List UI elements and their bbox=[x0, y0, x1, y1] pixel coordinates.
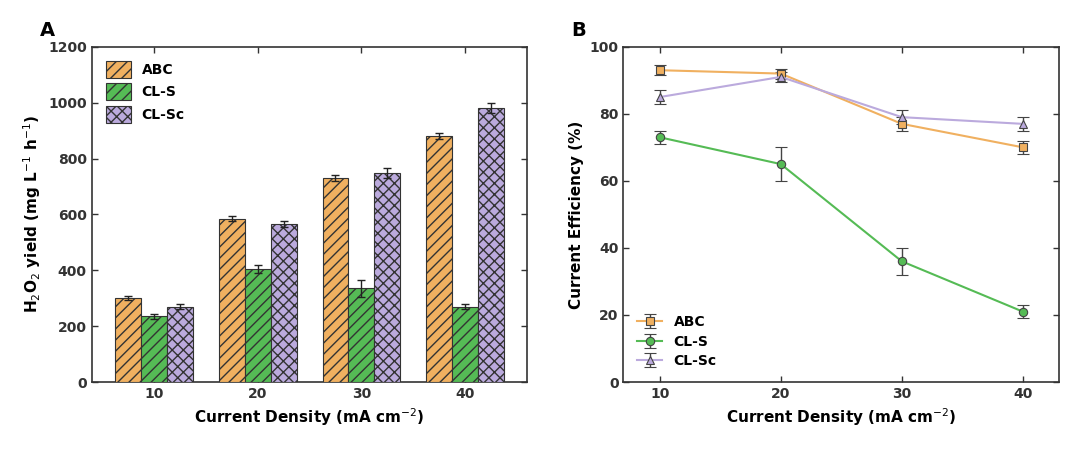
X-axis label: Current Density (mA cm$^{-2}$): Current Density (mA cm$^{-2}$) bbox=[194, 406, 424, 428]
Text: B: B bbox=[571, 21, 586, 40]
Bar bbox=[116, 298, 141, 382]
Legend: ABC, CL-S, CL-Sc: ABC, CL-S, CL-Sc bbox=[631, 308, 724, 375]
Text: A: A bbox=[39, 21, 55, 40]
Y-axis label: H$_2$O$_2$ yield (mg L$^{-1}$ h$^{-1}$): H$_2$O$_2$ yield (mg L$^{-1}$ h$^{-1}$) bbox=[21, 115, 42, 313]
Bar bbox=[375, 173, 401, 382]
Bar bbox=[453, 307, 478, 382]
Bar bbox=[167, 307, 193, 382]
Legend: ABC, CL-S, CL-Sc: ABC, CL-S, CL-Sc bbox=[98, 54, 192, 129]
Bar bbox=[219, 219, 245, 382]
Bar bbox=[245, 269, 271, 382]
Y-axis label: Current Efficiency (%): Current Efficiency (%) bbox=[569, 120, 584, 308]
Bar bbox=[427, 136, 453, 382]
Bar bbox=[271, 224, 297, 382]
X-axis label: Current Density (mA cm$^{-2}$): Current Density (mA cm$^{-2}$) bbox=[726, 406, 957, 428]
Bar bbox=[349, 288, 375, 382]
Bar bbox=[478, 108, 504, 382]
Bar bbox=[141, 317, 167, 382]
Bar bbox=[323, 178, 349, 382]
